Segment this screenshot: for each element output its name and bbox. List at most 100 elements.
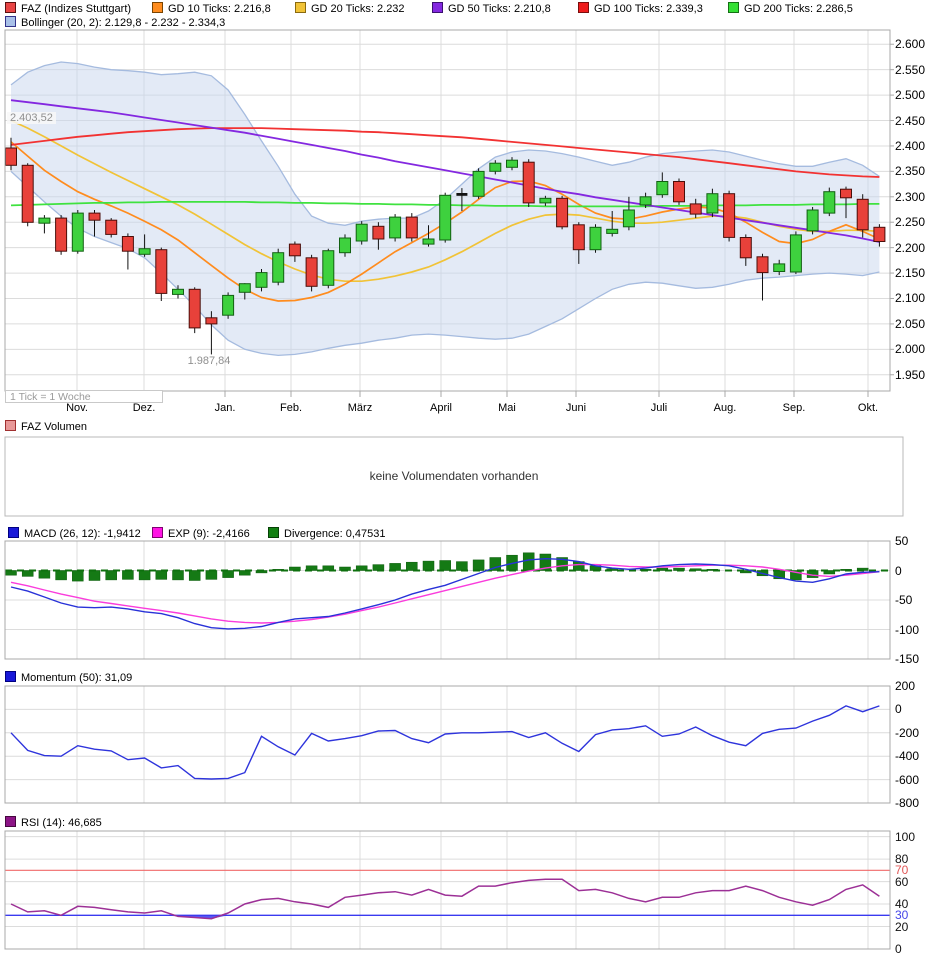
candle-body (689, 203, 702, 215)
candle-body (439, 194, 452, 241)
candle-body (38, 217, 51, 224)
candle-body (556, 197, 569, 228)
rsi-line (10, 878, 880, 920)
legend-main-label: GD 10 Ticks: 2.216,8 (168, 3, 271, 15)
main-y-axis-label: 2.400 (895, 139, 926, 153)
candle-body (222, 294, 235, 316)
legend-main-label: GD 100 Ticks: 2.339,3 (594, 3, 703, 15)
divergence-bar (790, 570, 802, 581)
rsi-y-axis-label: 0 (895, 942, 902, 956)
legend-main-label: FAZ (Indizes Stuttgart) (21, 3, 132, 15)
candle-body (873, 226, 886, 243)
candle-body (71, 212, 84, 252)
legend-macd-swatch-icon (152, 527, 163, 538)
legend-main-item: GD 10 Ticks: 2.216,8 (152, 2, 271, 15)
rsi-y-axis-label: 40 (895, 897, 909, 911)
month-label: Mai (498, 402, 516, 414)
candle-body (355, 223, 368, 242)
main-y-axis-label: 2.350 (895, 164, 926, 178)
legend-macd-item: Divergence: 0,47531 (268, 527, 386, 540)
candle-body (55, 217, 68, 252)
candle-body (506, 159, 518, 168)
exp-line (10, 563, 880, 624)
candle-body (472, 170, 485, 197)
candle-body (272, 252, 285, 283)
main-y-axis-label: 2.500 (895, 88, 926, 102)
main-panel-border (4, 29, 891, 392)
main-y-axis-label: 2.600 (895, 37, 926, 51)
candle-body (572, 224, 585, 251)
momentum-y-axis-label: -400 (895, 749, 920, 763)
rsi-y-axis-label: 80 (895, 852, 909, 866)
legend-main-label: GD 20 Ticks: 2.232 (311, 3, 405, 15)
divergence-bar (355, 565, 368, 571)
month-label: Aug. (713, 402, 737, 414)
main-y-axis-label: 2.050 (895, 317, 926, 331)
divergence-bar (656, 567, 669, 571)
candle-doji (456, 193, 468, 196)
candle-body (305, 257, 318, 287)
month-label: Feb. (279, 402, 302, 414)
candle-body (489, 162, 502, 172)
legend-main-item: FAZ (Indizes Stuttgart) (5, 2, 131, 15)
main-y-axis-label: 1.950 (895, 368, 926, 382)
legend-bollinger-item: Bollinger (20, 2): 2.129,8 - 2.232 - 2.3… (5, 16, 225, 29)
divergence-bar (188, 570, 201, 581)
momentum-y-axis-label: -600 (895, 773, 920, 787)
legend-momentum-label: Momentum (50): 31,09 (21, 672, 133, 684)
month-label: Okt. (857, 402, 879, 414)
divergence-bar (489, 557, 502, 571)
candle-body (622, 209, 635, 228)
candle-body (238, 283, 251, 293)
divergence-histogram (5, 552, 869, 582)
candle-body (739, 237, 752, 259)
divergence-bar (239, 570, 251, 576)
divergence-bar (222, 570, 234, 578)
candle-body (21, 164, 34, 223)
candle-body (389, 216, 402, 239)
legend-volume-label: FAZ Volumen (21, 421, 88, 433)
divergence-bar (172, 570, 184, 581)
divergence-bar (522, 552, 535, 571)
month-label: Jan. (214, 402, 236, 414)
candle-body (539, 197, 552, 204)
divergence-bar (406, 561, 418, 571)
candle-body (656, 181, 669, 196)
candle-body (205, 317, 218, 325)
rsi-y-axis-label: 70 (895, 863, 909, 877)
candlestick-series (5, 137, 886, 355)
main-y-axis-label: 2.100 (895, 291, 926, 305)
candle-body (288, 243, 301, 257)
price-high-annotation: 2.403,52 (7, 112, 56, 124)
momentum-y-axis-label: -800 (895, 796, 920, 810)
candle-body (5, 147, 17, 166)
divergence-bar (122, 570, 134, 580)
gd100-line (10, 127, 880, 178)
candle-body (840, 188, 852, 199)
main-y-axis-label: 2.000 (895, 342, 926, 356)
divergence-bar (155, 570, 168, 580)
legend-macd-swatch-icon (268, 527, 279, 538)
month-label: April (429, 402, 452, 414)
rsi-y-axis-label: 100 (895, 830, 916, 844)
legend-macd-label: MACD (26, 12): -1,9412 (24, 528, 141, 540)
candle-body (723, 193, 736, 238)
month-label: März (347, 402, 373, 414)
main-y-axis-label: 2.300 (895, 190, 926, 204)
divergence-bar (88, 570, 101, 581)
momentum-y-axis-label: 0 (895, 702, 902, 716)
main-y-axis-label: 2.200 (895, 241, 926, 255)
main-y-axis-label: 2.550 (895, 63, 926, 77)
rsi-y-axis-label: 60 (895, 875, 909, 889)
price-low-annotation: 1.987,84 (187, 355, 231, 367)
month-label: Sep. (782, 402, 806, 414)
month-label: Nov. (66, 402, 88, 414)
legend-bollinger-label: Bollinger (20, 2): 2.129,8 - 2.232 - 2.3… (21, 17, 226, 29)
legend-main-item: GD 100 Ticks: 2.339,3 (578, 2, 703, 15)
candle-body (372, 225, 385, 240)
rsi-y-axis-label: 20 (895, 920, 909, 934)
divergence-bar (472, 559, 485, 571)
macd-line (10, 557, 880, 630)
main-y-axis-label: 2.150 (895, 266, 926, 280)
